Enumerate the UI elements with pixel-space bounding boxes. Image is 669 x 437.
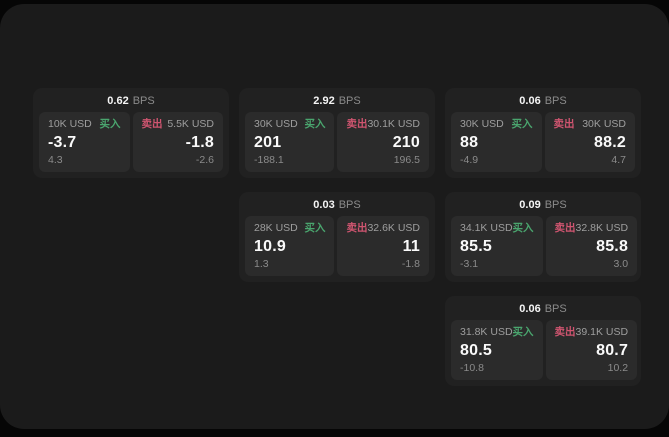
- sell-delta: -1.8: [401, 258, 420, 270]
- buy-amount: 31.8K USD: [460, 326, 513, 338]
- tile-row: 30K USD 买入 88 -4.9 卖出 30K USD 88.2 4.7: [451, 112, 635, 172]
- sell-amount: 32.6K USD: [367, 222, 420, 234]
- sell-tile[interactable]: 卖出 39.1K USD 80.7 10.2: [545, 320, 638, 380]
- quote-card: 0.09 BPS 34.1K USD 买入 85.5 -3.1 卖出 32.8K …: [445, 192, 641, 282]
- tile-row: 10K USD 买入 -3.7 4.3 卖出 5.5K USD -1.8 -2.…: [39, 112, 223, 172]
- sell-price: 210: [392, 133, 420, 151]
- buy-delta: -4.9: [460, 154, 479, 166]
- sell-side-label: 卖出: [346, 118, 368, 130]
- bps-unit-label: BPS: [338, 199, 361, 211]
- bps-unit-label: BPS: [132, 95, 155, 107]
- bps-header: 0.06 BPS: [451, 92, 635, 112]
- sell-tile[interactable]: 卖出 30.1K USD 210 196.5: [337, 112, 429, 172]
- sell-side-label: 卖出: [141, 118, 163, 130]
- bps-value: 0.06: [519, 95, 541, 107]
- bps-value: 0.09: [519, 199, 541, 211]
- buy-price: -3.7: [48, 133, 77, 151]
- sell-tile[interactable]: 卖出 32.6K USD 11 -1.8: [337, 216, 429, 276]
- tile-row: 30K USD 买入 201 -188.1 卖出 30.1K USD 210 1…: [245, 112, 429, 172]
- quote-card: 0.06 BPS 30K USD 买入 88 -4.9 卖出 30K USD: [445, 88, 641, 178]
- sell-amount: 30.1K USD: [367, 118, 420, 130]
- bps-header: 0.09 BPS: [451, 196, 635, 216]
- tile-row: 28K USD 买入 10.9 1.3 卖出 32.6K USD 11 -1.8: [245, 216, 429, 276]
- bps-unit-label: BPS: [544, 95, 567, 107]
- sell-price: 11: [402, 237, 420, 255]
- buy-price: 88: [460, 133, 479, 151]
- sell-amount: 32.8K USD: [575, 222, 629, 234]
- buy-amount: 30K USD: [460, 118, 504, 130]
- sell-price: 85.8: [596, 237, 629, 255]
- buy-price: 201: [254, 133, 282, 151]
- bps-header: 0.03 BPS: [245, 196, 429, 216]
- quote-card: 0.06 BPS 31.8K USD 买入 80.5 -10.8 卖出 39.1K…: [445, 296, 641, 386]
- bps-value: 0.06: [519, 303, 541, 315]
- bps-header: 0.06 BPS: [451, 300, 635, 320]
- sell-tile[interactable]: 卖出 30K USD 88.2 4.7: [544, 112, 635, 172]
- sell-amount: 39.1K USD: [575, 326, 629, 338]
- sell-side-label: 卖出: [554, 326, 576, 338]
- buy-amount: 34.1K USD: [460, 222, 513, 234]
- sell-tile[interactable]: 卖出 5.5K USD -1.8 -2.6: [132, 112, 223, 172]
- quote-card: 0.03 BPS 28K USD 买入 10.9 1.3 卖出 32.6K USD: [239, 192, 435, 282]
- sell-price: 80.7: [596, 341, 629, 359]
- sell-price: -1.8: [185, 133, 214, 151]
- bps-value: 2.92: [313, 95, 335, 107]
- buy-side-label: 买入: [511, 118, 533, 130]
- buy-amount: 10K USD: [48, 118, 92, 130]
- sell-price: 88.2: [594, 133, 626, 151]
- sell-amount: 5.5K USD: [167, 118, 214, 130]
- bps-value: 0.03: [313, 199, 335, 211]
- buy-tile[interactable]: 31.8K USD 买入 80.5 -10.8: [451, 320, 543, 380]
- buy-tile[interactable]: 30K USD 买入 201 -188.1: [245, 112, 335, 172]
- tile-row: 34.1K USD 买入 85.5 -3.1 卖出 32.8K USD 85.8…: [451, 216, 638, 276]
- buy-tile[interactable]: 30K USD 买入 88 -4.9: [451, 112, 542, 172]
- sell-delta: 196.5: [393, 154, 420, 166]
- sell-side-label: 卖出: [346, 222, 368, 234]
- buy-tile[interactable]: 10K USD 买入 -3.7 4.3: [39, 112, 130, 172]
- bps-value: 0.62: [107, 95, 129, 107]
- buy-delta: 4.3: [48, 154, 63, 166]
- buy-tile[interactable]: 34.1K USD 买入 85.5 -3.1: [451, 216, 543, 276]
- tile-row: 31.8K USD 买入 80.5 -10.8 卖出 39.1K USD 80.…: [451, 320, 638, 380]
- buy-delta: 1.3: [254, 258, 269, 270]
- buy-price: 85.5: [460, 237, 492, 255]
- sell-side-label: 卖出: [553, 118, 575, 130]
- bps-unit-label: BPS: [338, 95, 361, 107]
- buy-delta: -3.1: [460, 258, 479, 270]
- bps-header: 2.92 BPS: [245, 92, 429, 112]
- bps-unit-label: BPS: [544, 199, 567, 211]
- buy-side-label: 买入: [512, 326, 534, 338]
- sell-delta: 3.0: [613, 258, 629, 270]
- quote-card: 0.62 BPS 10K USD 买入 -3.7 4.3 卖出 5.5K USD: [33, 88, 229, 178]
- buy-delta: -188.1: [254, 154, 284, 166]
- quote-card-grid: 0.62 BPS 10K USD 买入 -3.7 4.3 卖出 5.5K USD: [33, 88, 641, 386]
- sell-amount: 30K USD: [582, 118, 626, 130]
- buy-side-label: 买入: [304, 222, 326, 234]
- sell-side-label: 卖出: [554, 222, 576, 234]
- buy-price: 80.5: [460, 341, 492, 359]
- bps-header: 0.62 BPS: [39, 92, 223, 112]
- sell-tile[interactable]: 卖出 32.8K USD 85.8 3.0: [545, 216, 638, 276]
- buy-delta: -10.8: [460, 362, 484, 374]
- bps-unit-label: BPS: [544, 303, 567, 315]
- sell-delta: 10.2: [607, 362, 629, 374]
- buy-amount: 30K USD: [254, 118, 298, 130]
- quotes-panel: 0.62 BPS 10K USD 买入 -3.7 4.3 卖出 5.5K USD: [0, 4, 669, 429]
- sell-delta: 4.7: [611, 154, 626, 166]
- buy-amount: 28K USD: [254, 222, 298, 234]
- buy-price: 10.9: [254, 237, 286, 255]
- buy-side-label: 买入: [304, 118, 326, 130]
- buy-tile[interactable]: 28K USD 买入 10.9 1.3: [245, 216, 335, 276]
- quote-card: 2.92 BPS 30K USD 买入 201 -188.1 卖出 30.1K U…: [239, 88, 435, 178]
- buy-side-label: 买入: [99, 118, 121, 130]
- buy-side-label: 买入: [512, 222, 534, 234]
- sell-delta: -2.6: [195, 154, 214, 166]
